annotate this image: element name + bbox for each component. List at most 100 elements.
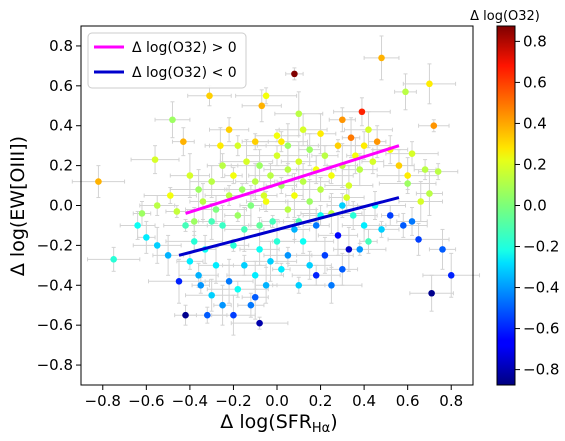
data-point	[273, 238, 281, 245]
data-point	[208, 218, 215, 225]
data-point	[434, 168, 442, 175]
data-point	[180, 138, 187, 145]
legend: Δ log(O32) > 0 Δ log(O32) < 0	[87, 32, 247, 89]
data-point	[306, 198, 313, 205]
data-point	[219, 301, 226, 309]
data-points	[95, 54, 455, 327]
data-point	[352, 152, 359, 159]
data-point	[230, 311, 237, 319]
x-tick-label: 0.4	[352, 392, 376, 410]
y-tick-label: −0.8	[37, 356, 73, 374]
data-point	[404, 172, 411, 179]
data-point	[273, 132, 281, 139]
data-point	[284, 142, 292, 149]
data-point	[208, 291, 215, 299]
data-point	[428, 289, 435, 297]
x-tick-label: −0.8	[85, 392, 121, 410]
data-point	[199, 198, 207, 205]
colorbar-tick-label: 0.4	[523, 114, 547, 132]
data-point	[284, 166, 292, 173]
data-point	[295, 110, 303, 118]
legend-box	[87, 32, 247, 89]
data-point	[278, 138, 285, 145]
data-point	[197, 281, 205, 289]
data-point	[295, 158, 303, 165]
data-point	[175, 277, 183, 285]
data-point	[395, 162, 403, 169]
data-point	[273, 152, 281, 159]
data-point	[134, 222, 141, 229]
colorbar-tick-label: 0.0	[523, 197, 547, 215]
data-point	[153, 202, 161, 209]
data-point	[219, 222, 226, 229]
data-point	[251, 138, 259, 145]
data-point	[182, 311, 189, 319]
data-point	[143, 234, 150, 241]
data-point	[400, 222, 407, 229]
colorbar-tick-label: −0.2	[523, 238, 559, 256]
data-point	[358, 108, 366, 116]
data-point	[408, 218, 416, 225]
data-point	[328, 172, 335, 179]
data-point	[190, 238, 198, 245]
data-point	[334, 142, 342, 149]
x-tick-label: 0.8	[439, 392, 463, 410]
y-tick-label: 0.0	[49, 197, 73, 215]
data-point	[251, 293, 259, 301]
x-tick-label: 0.0	[265, 392, 289, 410]
data-point	[267, 258, 274, 265]
data-point	[225, 126, 233, 134]
data-point	[306, 146, 313, 153]
data-point	[321, 252, 329, 259]
data-point	[291, 70, 298, 78]
data-point	[173, 208, 181, 215]
data-point	[138, 210, 146, 217]
data-point	[256, 222, 263, 229]
y-axis-label: Δ log(EW[OIII])	[7, 136, 29, 276]
data-point	[169, 116, 176, 124]
data-point	[269, 218, 276, 225]
data-point	[360, 222, 368, 229]
data-point	[360, 142, 368, 149]
x-tick-label: 0.6	[396, 392, 420, 410]
data-point	[251, 272, 259, 279]
data-point	[260, 192, 268, 199]
fit-lines	[178, 144, 400, 257]
data-point	[247, 202, 255, 209]
y-tick-label: −0.6	[37, 316, 73, 334]
data-point	[369, 158, 377, 165]
data-point	[421, 166, 429, 173]
x-tick-label: −0.4	[172, 392, 208, 410]
data-point	[447, 272, 455, 279]
data-point	[243, 158, 250, 165]
data-point	[234, 212, 242, 219]
data-point	[278, 266, 285, 273]
data-point	[258, 102, 266, 110]
data-point	[378, 226, 385, 233]
colorbar-tick-label: 0.6	[523, 73, 547, 91]
fit-line	[185, 144, 400, 215]
x-axis-label-close: )	[330, 411, 337, 433]
x-axis-ticks: −0.8 −0.6 −0.4 −0.2 0.0 0.2 0.4 0.6 0.8	[85, 385, 463, 410]
x-axis-label-subscript: Hα	[312, 421, 330, 436]
colorbar-tick-label: 0.8	[523, 32, 547, 50]
data-point	[204, 311, 211, 319]
data-point	[439, 246, 446, 253]
y-tick-label: 0.6	[49, 77, 73, 95]
data-point	[208, 178, 215, 185]
data-point	[386, 212, 394, 219]
data-point	[195, 272, 202, 279]
data-point	[212, 262, 220, 269]
y-tick-label: 0.8	[49, 37, 73, 55]
data-point	[356, 166, 364, 173]
colorbar-tick-label: 0.2	[523, 155, 547, 173]
data-point	[339, 116, 346, 124]
data-point	[230, 172, 237, 179]
data-point	[349, 212, 357, 219]
data-point	[234, 142, 242, 149]
x-tick-label: 0.2	[309, 392, 333, 410]
data-point	[408, 150, 416, 157]
data-point	[241, 262, 248, 269]
